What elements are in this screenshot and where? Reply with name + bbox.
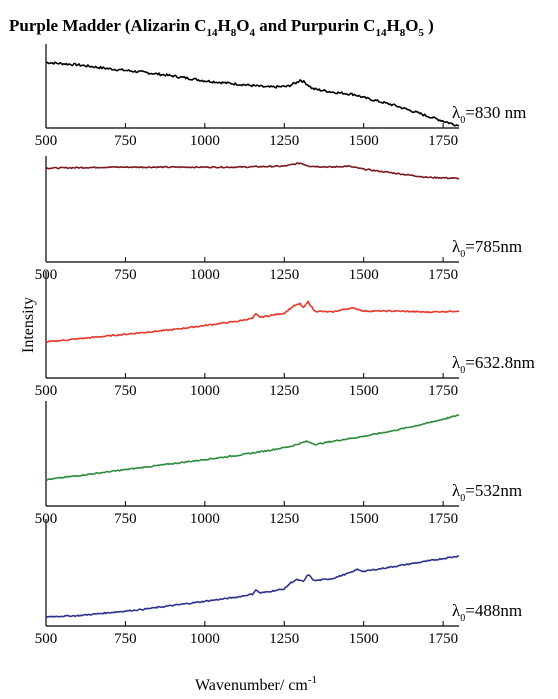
x-tick-label: 500 — [35, 631, 58, 647]
x-tick-label: 1500 — [349, 133, 379, 149]
chart-title: Purple Madder (Alizarin C14H8O4 and Purp… — [9, 16, 434, 39]
x-tick-label: 750 — [114, 631, 137, 647]
x-axis-label: Wavenumber/ cm-1 — [195, 674, 317, 694]
spectra-panels: 500 750 1000 1250 1500 1750 λ0=830 nm 500 750 100… — [35, 44, 535, 647]
spectrum-line — [46, 61, 460, 127]
x-tick-label: 1500 — [349, 267, 379, 283]
x-tick-label: 1000 — [190, 511, 220, 527]
y-axis-label: Intensity — [20, 297, 37, 353]
spectrum-line — [45, 300, 460, 343]
wavelength-label: λ0=632.8nm — [452, 353, 535, 376]
x-tick-label: 1750 — [428, 383, 458, 399]
wavelength-label: λ0=532nm — [452, 481, 522, 504]
x-tick-label: 1500 — [349, 511, 379, 527]
x-tick-label: 750 — [114, 133, 137, 149]
x-tick-label: 1250 — [269, 383, 299, 399]
x-tick-label: 1750 — [428, 631, 458, 647]
wavelength-label: λ0=785nm — [452, 237, 522, 260]
spectrum-panel-4: 500 750 1000 1250 1500 1750 λ0=488nm — [35, 519, 522, 647]
spectrum-line — [45, 162, 460, 180]
x-tick-label: 1500 — [349, 383, 379, 399]
x-tick-label: 1250 — [269, 631, 299, 647]
x-tick-label: 750 — [114, 511, 137, 527]
x-tick-label: 750 — [114, 267, 137, 283]
x-tick-label: 750 — [114, 383, 137, 399]
x-tick-label: 500 — [35, 383, 58, 399]
x-tick-label: 500 — [35, 133, 58, 149]
spectrum-panel-0: 500 750 1000 1250 1500 1750 λ0=830 nm — [35, 44, 526, 149]
x-tick-label: 1250 — [269, 511, 299, 527]
x-tick-label: 1750 — [428, 511, 458, 527]
wavelength-label: λ0=830 nm — [452, 103, 526, 126]
x-tick-label: 1500 — [349, 631, 379, 647]
x-tick-label: 1250 — [269, 133, 299, 149]
spectrum-panel-2: 500 750 1000 1250 1500 1750 λ0=632.8nm — [35, 271, 535, 399]
x-tick-label: 1250 — [269, 267, 299, 283]
x-tick-label: 1000 — [190, 267, 220, 283]
x-tick-label: 1750 — [428, 267, 458, 283]
x-tick-label: 1750 — [428, 133, 458, 149]
spectrum-line — [45, 555, 460, 618]
x-tick-label: 1000 — [190, 383, 220, 399]
wavelength-label: λ0=488nm — [452, 601, 522, 624]
x-tick-label: 1000 — [190, 631, 220, 647]
spectrum-line — [45, 414, 459, 482]
x-tick-label: 1000 — [190, 133, 220, 149]
